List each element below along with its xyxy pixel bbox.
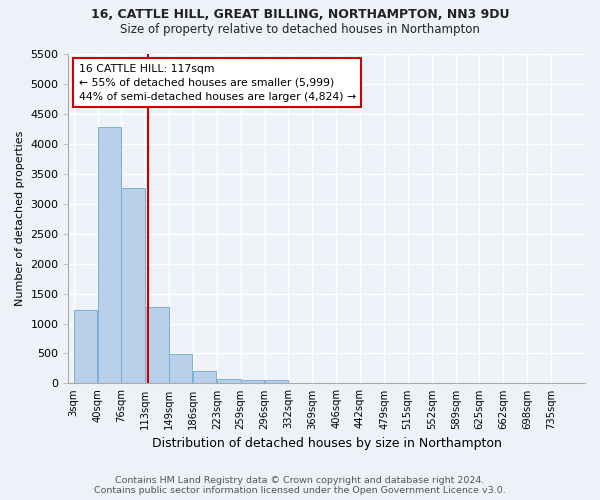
Bar (98, 127, 121, 384)
Bar (121, 188, 145, 384)
Text: 16 CATTLE HILL: 117sqm
← 55% of detached houses are smaller (5,999)
44% of semi-: 16 CATTLE HILL: 117sqm ← 55% of detached… (79, 64, 356, 102)
Bar (241, 380, 264, 384)
X-axis label: Distribution of detached houses by size in Northampton: Distribution of detached houses by size … (152, 437, 502, 450)
Bar (265, 380, 288, 384)
Y-axis label: Number of detached properties: Number of detached properties (15, 131, 25, 306)
Text: 16, CATTLE HILL, GREAT BILLING, NORTHAMPTON, NN3 9DU: 16, CATTLE HILL, GREAT BILLING, NORTHAMP… (91, 8, 509, 20)
Bar (193, 372, 217, 384)
Text: Contains HM Land Registry data © Crown copyright and database right 2024.
Contai: Contains HM Land Registry data © Crown c… (94, 476, 506, 495)
Bar (169, 354, 193, 384)
Bar (74, 310, 97, 384)
Bar (145, 307, 169, 384)
Bar (217, 378, 241, 384)
Text: Size of property relative to detached houses in Northampton: Size of property relative to detached ho… (120, 22, 480, 36)
